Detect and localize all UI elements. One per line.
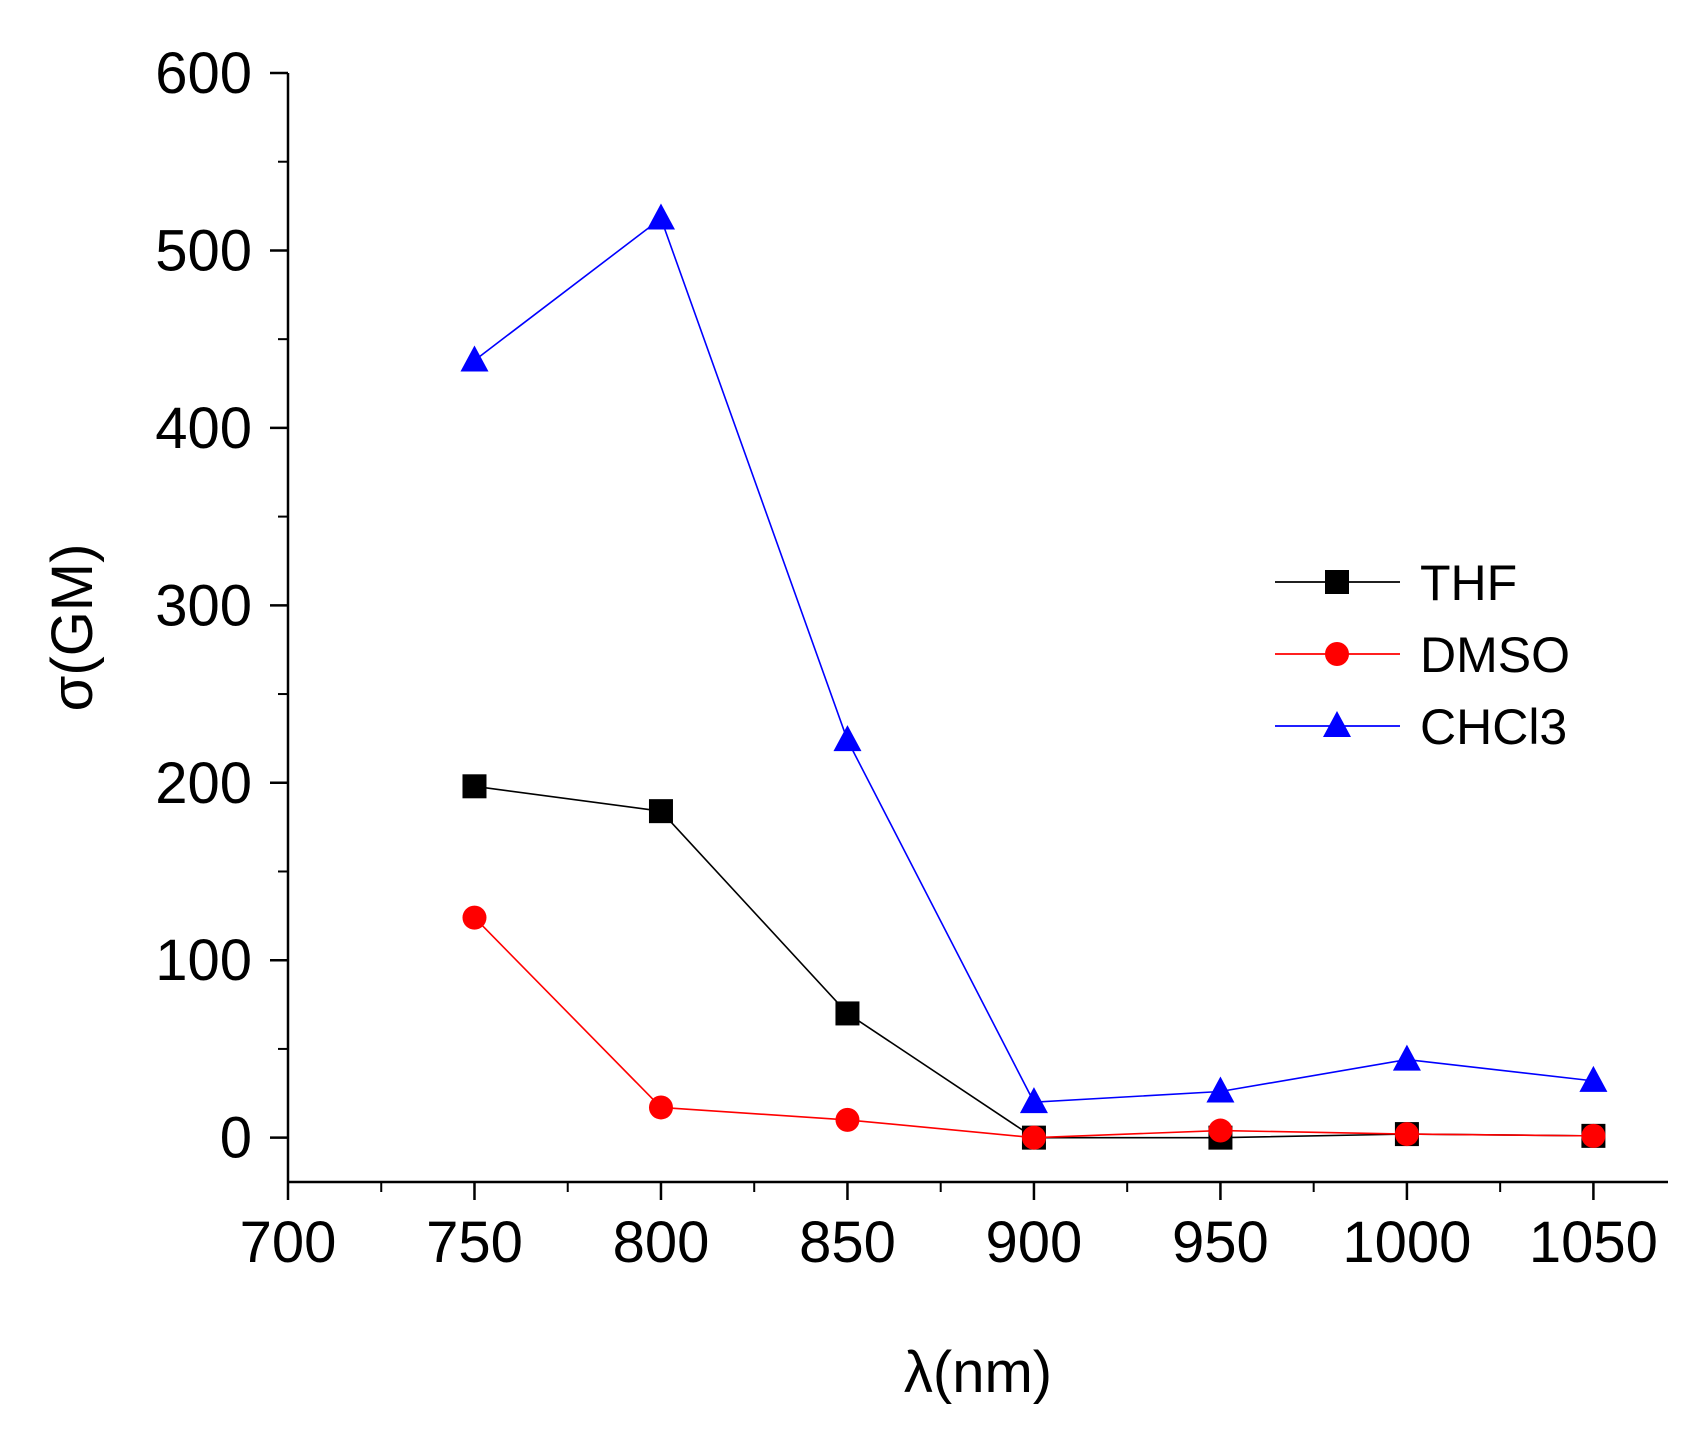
legend-label-chcl3: CHCl3 [1420,699,1567,755]
legend-item-thf: THF [1275,555,1517,611]
data-point-dmso [648,1095,673,1120]
x-tick-label: 900 [986,1210,1083,1275]
y-tick-label: 0 [220,1106,252,1171]
data-point-chcl3 [1019,1087,1048,1114]
y-tick-label: 100 [155,928,252,993]
y-tick-label: 200 [155,751,252,816]
axis-titles: λ(nm) σ(GM) [40,544,1052,1405]
data-point-chcl3 [1579,1065,1608,1092]
legend: THF DMSO CHCl3 [1275,555,1570,755]
y-axis-title: σ(GM) [40,544,105,712]
data-point-dmso [1208,1118,1233,1143]
legend-item-chcl3: CHCl3 [1275,699,1567,755]
legend-item-dmso: DMSO [1275,627,1570,683]
data-point-chcl3 [833,725,862,752]
data-point-dmso [1581,1123,1606,1148]
y-tick-label: 400 [155,396,252,461]
series-chcl3 [460,203,1608,1114]
y-tick-label: 300 [155,573,252,638]
data-point-dmso [835,1107,860,1132]
data-point-thf [835,1001,860,1026]
legend-marker-chcl3 [1323,711,1351,737]
legend-label-dmso: DMSO [1420,627,1570,683]
data-point-thf [462,774,487,799]
legend-marker-thf [1325,570,1349,594]
data-point-chcl3 [1206,1076,1235,1103]
x-tick-label: 950 [1172,1210,1269,1275]
series-dmso [462,905,1606,1150]
axes [286,73,1668,1184]
x-tick-label: 700 [240,1210,337,1275]
data-point-dmso [1394,1122,1419,1147]
x-tick-label: 1000 [1342,1210,1471,1275]
series [460,203,1608,1150]
x-axis-title: λ(nm) [904,1340,1052,1405]
legend-label-thf: THF [1420,555,1517,611]
data-point-chcl3 [1392,1044,1421,1071]
x-tick-label: 800 [613,1210,710,1275]
x-tick-label: 750 [426,1210,523,1275]
x-tick-label: 850 [799,1210,896,1275]
data-point-chcl3 [460,345,489,372]
x-tick-label: 1050 [1529,1210,1658,1275]
y-tick-label: 600 [155,41,252,106]
legend-marker-dmso [1325,642,1349,666]
data-point-chcl3 [646,203,675,230]
y-tick-label: 500 [155,218,252,283]
data-point-dmso [1021,1125,1046,1150]
ticks: 700 750 800 850 900 950 1000 1050 0 100 200 300 400 5… [155,41,1658,1275]
data-point-dmso [462,905,487,930]
data-point-thf [648,799,673,824]
